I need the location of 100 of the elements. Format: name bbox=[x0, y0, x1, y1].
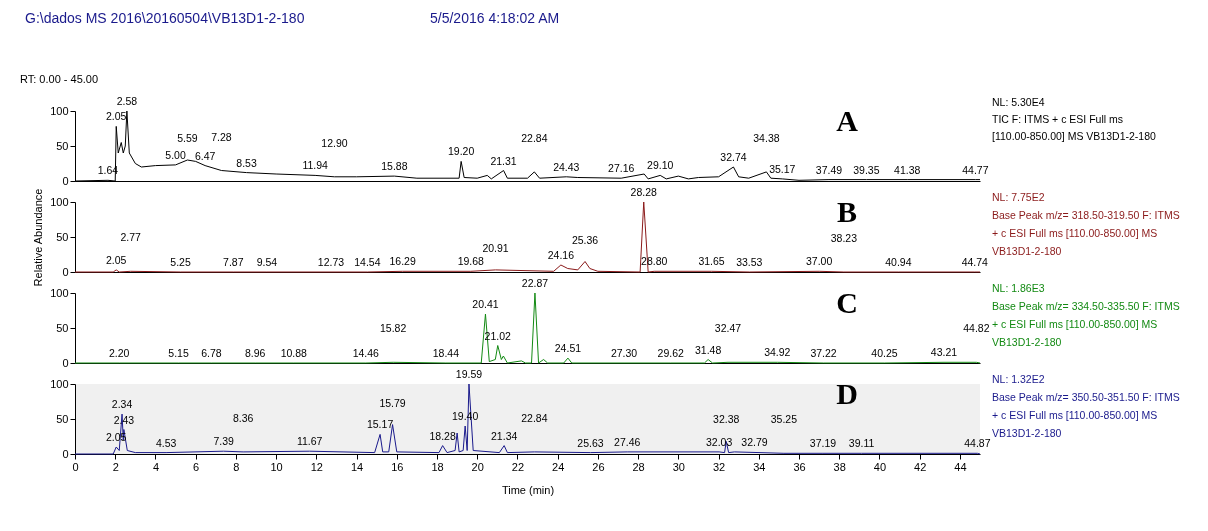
annotation: 29.62 bbox=[657, 347, 684, 359]
x-tick-label: 16 bbox=[391, 460, 404, 473]
annotation: 22.84 bbox=[521, 131, 548, 144]
x-tick-label: 30 bbox=[672, 460, 685, 473]
annotation: 18.44 bbox=[432, 347, 460, 359]
y-tick-label: 0 bbox=[62, 447, 69, 460]
annotation: 2.20 bbox=[109, 347, 130, 359]
text: NL: 5.30E4 bbox=[992, 96, 1045, 108]
annotation: 22.87 bbox=[521, 277, 549, 289]
annotation: 22.84 bbox=[521, 411, 548, 424]
annotation: 5.15 bbox=[168, 347, 189, 359]
text: TIC F: ITMS + c ESI Full ms bbox=[992, 113, 1123, 125]
annotation: 15.82 bbox=[380, 322, 407, 335]
annotation: 20.41 bbox=[472, 298, 499, 310]
annotation: 9.54 bbox=[256, 256, 278, 268]
x-tick-label: 36 bbox=[793, 460, 806, 473]
annotation: 5.00 bbox=[165, 148, 186, 161]
chart-title: D bbox=[836, 376, 858, 410]
annotation: 40.25 bbox=[871, 347, 898, 359]
text: NL: 1.32E2 bbox=[992, 373, 1045, 385]
text: [110.00-850.00] MS VB13D1-2-180 bbox=[992, 130, 1156, 142]
x-tick-label: 38 bbox=[833, 460, 846, 473]
x-tick-label: 6 bbox=[193, 460, 200, 473]
annotation: 28.28 bbox=[630, 186, 658, 198]
annotation: 33.53 bbox=[736, 256, 763, 268]
annotation: 5.25 bbox=[170, 256, 191, 268]
y-tick-label: 100 bbox=[50, 104, 69, 117]
text: Base Peak m/z= 318.50-319.50 F: ITMS bbox=[992, 209, 1180, 221]
x-axis-title: Time (min) bbox=[501, 483, 555, 496]
annotation: 11.94 bbox=[302, 159, 329, 172]
annotation: 8.53 bbox=[236, 156, 257, 169]
text: Base Peak m/z= 350.50-351.50 F: ITMS bbox=[992, 391, 1180, 403]
text: NL: 1.86E3 bbox=[992, 282, 1045, 294]
text: + c ESI Full ms [110.00-850.00] MS bbox=[992, 227, 1158, 239]
x-tick-label: 40 bbox=[873, 460, 887, 473]
y-tick-label: 100 bbox=[50, 286, 69, 299]
y-tick-label: 50 bbox=[56, 139, 69, 152]
x-tick-label: 32 bbox=[712, 460, 726, 473]
text: NL: 7.75E2 bbox=[992, 191, 1045, 203]
x-tick-label: 8 bbox=[233, 460, 240, 473]
annotation: 31.48 bbox=[694, 343, 722, 356]
annotation: 24.51 bbox=[554, 342, 582, 355]
y-axis-title: Relative Abundance bbox=[32, 188, 45, 287]
annotation: 25.36 bbox=[571, 233, 599, 246]
annotation: 2.05 bbox=[106, 110, 127, 123]
annotation: 29.10 bbox=[647, 159, 674, 172]
text: G:\dados MS 2016\20160504\VB13D1-2-180 bbox=[25, 10, 305, 26]
annotation: 37.22 bbox=[810, 347, 837, 359]
y-tick-label: 50 bbox=[56, 230, 69, 243]
text: VB13D1-2-180 bbox=[992, 336, 1062, 348]
annotation: 20.91 bbox=[482, 241, 509, 254]
annotation: 27.30 bbox=[610, 347, 638, 359]
annotation: 41.38 bbox=[894, 163, 921, 176]
x-tick-label: 42 bbox=[914, 460, 927, 473]
y-tick-label: 100 bbox=[50, 195, 69, 208]
annotation: 5.59 bbox=[177, 132, 198, 144]
annotation: 7.28 bbox=[211, 130, 232, 143]
annotation: 39.11 bbox=[848, 437, 875, 450]
text: RT: 0.00 - 45.00 bbox=[20, 73, 99, 85]
annotation: 32.47 bbox=[714, 322, 742, 335]
annotation: 8.96 bbox=[244, 347, 266, 359]
annotation: 16.29 bbox=[389, 255, 416, 268]
y-tick-label: 0 bbox=[62, 174, 69, 187]
annotation: 7.39 bbox=[213, 435, 234, 448]
annotation: 32.38 bbox=[713, 413, 740, 426]
annotation: 39.35 bbox=[853, 163, 880, 176]
y-tick-label: 50 bbox=[56, 321, 69, 334]
annotation: 32.74 bbox=[720, 151, 747, 163]
annotation: 21.02 bbox=[484, 329, 512, 342]
annotation: 8.36 bbox=[232, 411, 254, 424]
x-tick-label: 44 bbox=[954, 460, 967, 473]
annotation: 2.34 bbox=[111, 398, 133, 411]
annotation: 12.90 bbox=[321, 136, 348, 149]
y-tick-label: 0 bbox=[62, 265, 69, 278]
annotation: 21.34 bbox=[491, 429, 518, 442]
annotation: 35.17 bbox=[769, 162, 796, 175]
chart-title: B bbox=[836, 194, 857, 228]
annotation: 27.16 bbox=[608, 162, 635, 175]
annotation: 44.77 bbox=[962, 163, 989, 176]
text: VB13D1-2-180 bbox=[992, 245, 1062, 257]
annotation: 12.73 bbox=[317, 256, 345, 268]
annotation: 34.92 bbox=[764, 346, 791, 359]
annotation: 6.78 bbox=[201, 347, 222, 359]
text: + c ESI Full ms [110.00-850.00] MS bbox=[992, 409, 1158, 421]
annotation: 14.54 bbox=[354, 256, 381, 268]
annotation: 37.00 bbox=[805, 255, 833, 268]
annotation: 15.88 bbox=[381, 160, 408, 173]
text: 5/5/2016 4:18:02 AM bbox=[430, 10, 560, 26]
annotation: 19.20 bbox=[447, 145, 475, 158]
annotation: 19.40 bbox=[452, 410, 479, 422]
annotation: 7.87 bbox=[223, 256, 244, 268]
x-tick-label: 22 bbox=[511, 460, 525, 473]
x-tick-label: 14 bbox=[350, 460, 364, 473]
x-tick-label: 34 bbox=[753, 460, 766, 473]
x-tick-label: 26 bbox=[592, 460, 605, 473]
annotation: 34.38 bbox=[753, 131, 780, 144]
annotation: 24.43 bbox=[553, 160, 580, 173]
y-tick-label: 0 bbox=[62, 356, 69, 369]
annotation: 19.68 bbox=[457, 255, 485, 268]
annotation: 24.16 bbox=[547, 249, 575, 261]
